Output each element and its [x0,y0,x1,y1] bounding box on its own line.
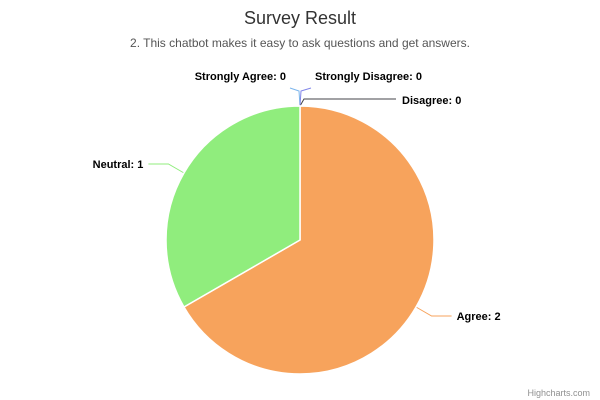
data-labels: Strongly Agree: 0 Agree: 2 Neutral: 1 Disag… [93,71,501,323]
data-label-disagree: Disagree: 0 [402,95,461,107]
connector-disagree [299,98,396,107]
data-label-strongly-disagree: Strongly Disagree: 0 [315,71,422,83]
connector-strongly-disagree [299,87,312,107]
data-label-neutral: Neutral: 1 [93,159,144,171]
slice-agree[interactable] [182,105,435,375]
chart-subtitle: 2. This chatbot makes it easy to ask que… [130,36,470,50]
chart-title: Survey Result [244,8,356,28]
pie-slices [165,105,435,375]
label-connectors [148,87,452,317]
data-label-strongly-agree: Strongly Agree: 0 [195,71,286,83]
credits-link[interactable]: Highcharts.com [527,388,590,398]
connector-strongly-agree [289,87,301,107]
data-label-agree: Agree: 2 [457,311,501,323]
connector-agree [415,306,452,317]
connector-neutral [148,163,185,174]
slice-neutral[interactable] [165,105,301,309]
